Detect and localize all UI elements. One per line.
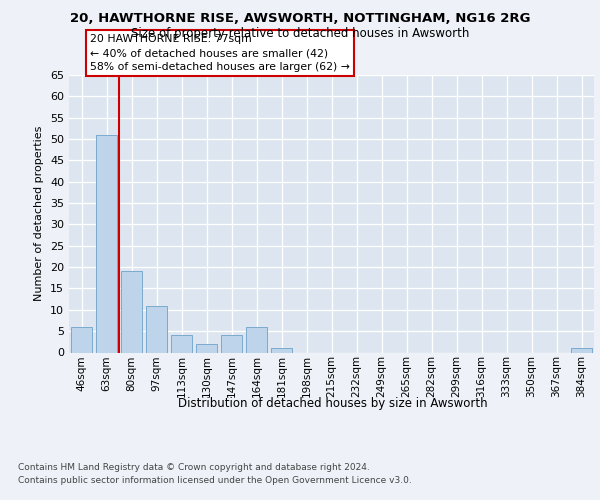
Text: 20 HAWTHORNE RISE: 77sqm
← 40% of detached houses are smaller (42)
58% of semi-d: 20 HAWTHORNE RISE: 77sqm ← 40% of detach…: [90, 34, 350, 72]
Bar: [271, 348, 292, 352]
Bar: [146, 306, 167, 352]
Text: 20, HAWTHORNE RISE, AWSWORTH, NOTTINGHAM, NG16 2RG: 20, HAWTHORNE RISE, AWSWORTH, NOTTINGHAM…: [70, 12, 530, 26]
Bar: [121, 272, 142, 352]
Bar: [571, 348, 592, 352]
Text: Size of property relative to detached houses in Awsworth: Size of property relative to detached ho…: [131, 28, 469, 40]
Text: Contains HM Land Registry data © Crown copyright and database right 2024.: Contains HM Land Registry data © Crown c…: [18, 462, 370, 471]
Text: Contains public sector information licensed under the Open Government Licence v3: Contains public sector information licen…: [18, 476, 412, 485]
Bar: [71, 327, 92, 352]
Bar: [221, 336, 242, 352]
Y-axis label: Number of detached properties: Number of detached properties: [34, 126, 44, 302]
Text: Distribution of detached houses by size in Awsworth: Distribution of detached houses by size …: [178, 398, 488, 410]
Bar: [246, 327, 267, 352]
Bar: [196, 344, 217, 352]
Bar: [171, 336, 192, 352]
Bar: [96, 135, 117, 352]
